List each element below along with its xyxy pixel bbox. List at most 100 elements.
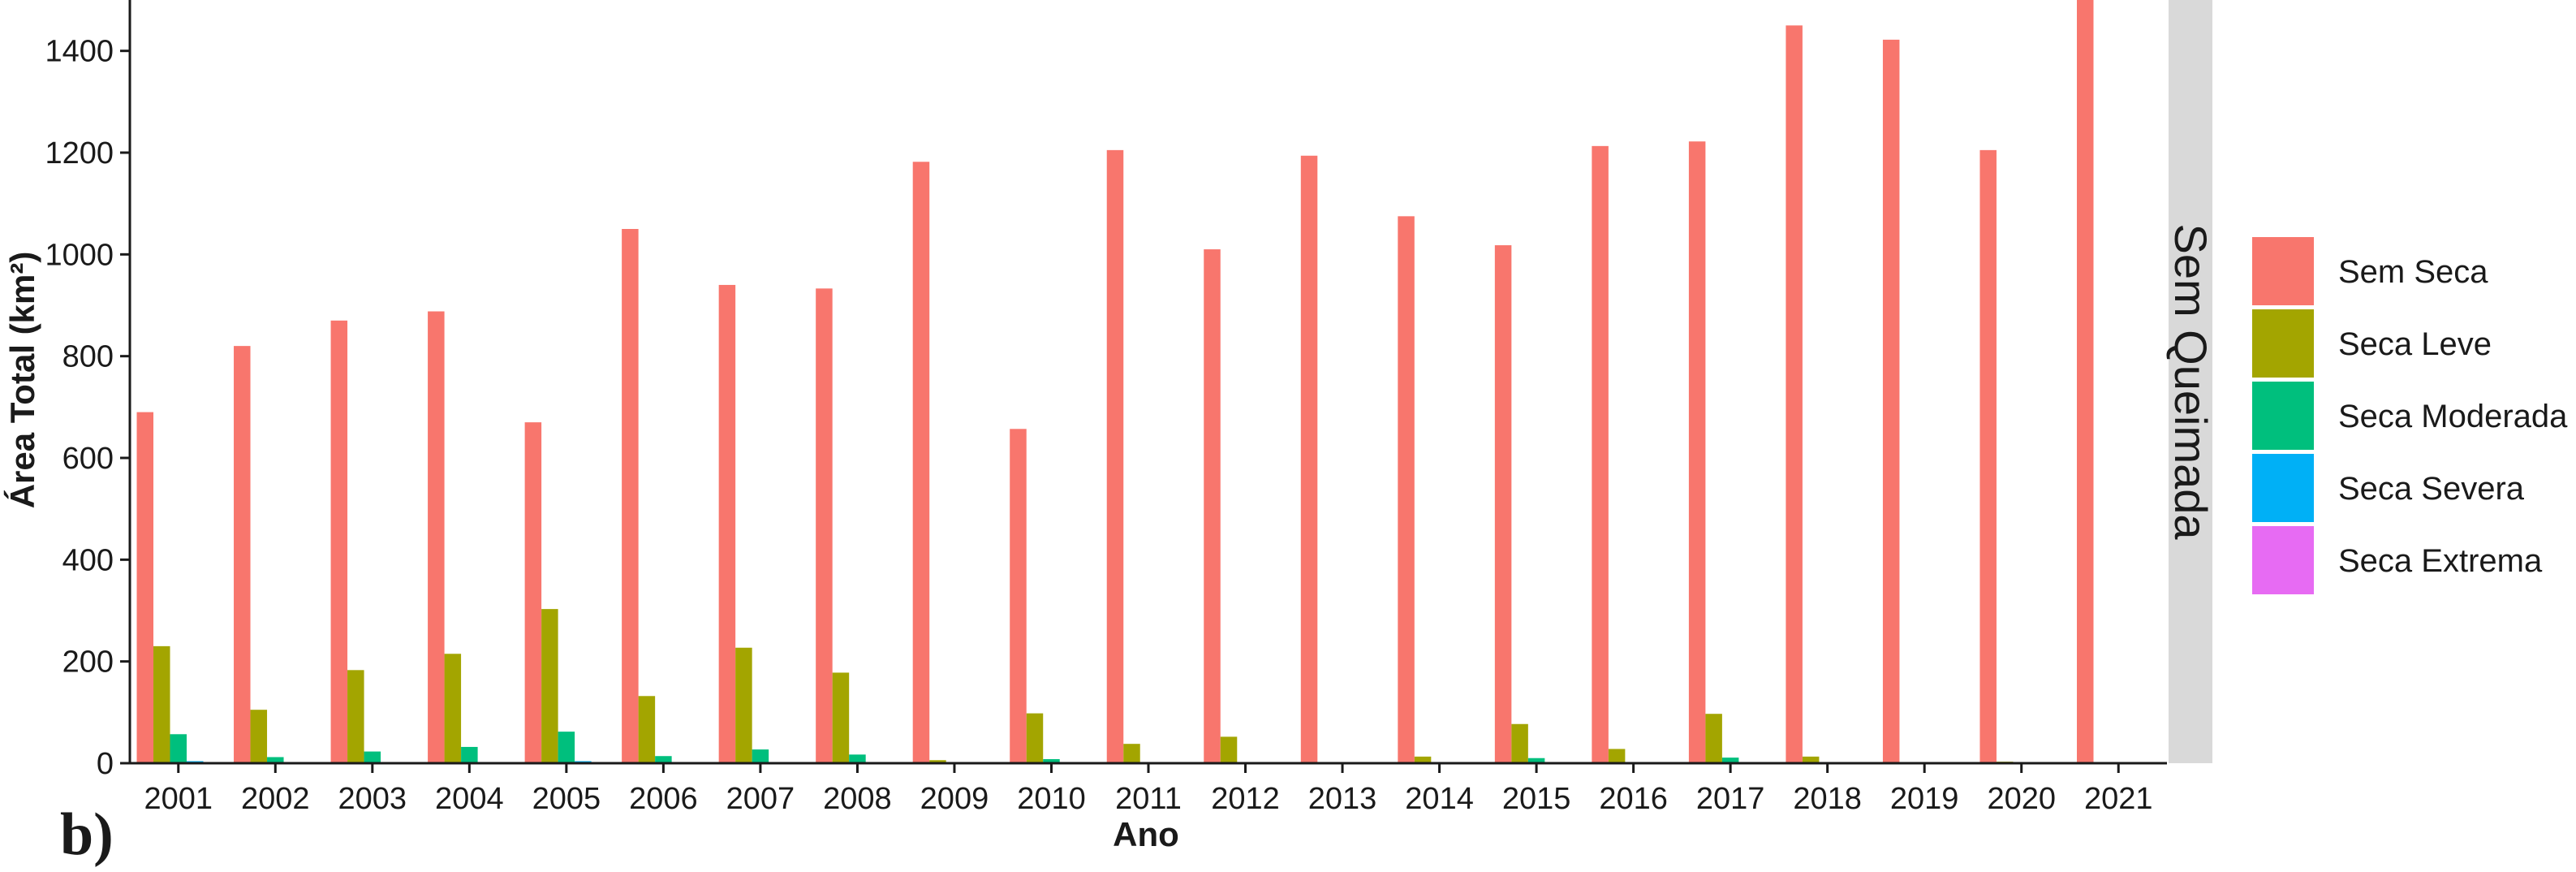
y-tick-label: 800 bbox=[62, 340, 114, 374]
x-tick-label: 2003 bbox=[338, 782, 407, 816]
x-tick-label: 2011 bbox=[1115, 782, 1182, 816]
bar-seca-leve-2003 bbox=[347, 670, 364, 763]
x-tick-label: 2012 bbox=[1211, 782, 1280, 816]
bar-sem-seca-2015 bbox=[1494, 245, 1512, 763]
bar-sem-seca-2012 bbox=[1204, 249, 1221, 764]
x-tick-label: 2015 bbox=[1502, 782, 1571, 816]
bar-seca-moderada-2015 bbox=[1527, 758, 1545, 763]
bar-sem-seca-2013 bbox=[1300, 155, 1318, 763]
x-tick-label: 2001 bbox=[144, 782, 213, 816]
bar-seca-moderada-2006 bbox=[655, 756, 672, 763]
bar-seca-moderada-2017 bbox=[1721, 758, 1739, 763]
bars-layer bbox=[136, 0, 2110, 764]
y-ticks: 0 200 400 600 800 1000 1200 1400 bbox=[45, 35, 130, 781]
x-tick-label: 2014 bbox=[1405, 782, 1474, 816]
y-tick-label: 600 bbox=[62, 442, 114, 476]
y-tick-label: 1400 bbox=[45, 35, 114, 69]
bar-seca-leve-2007 bbox=[735, 647, 752, 763]
legend-key-seca-extrema bbox=[2252, 526, 2314, 594]
bar-seca-leve-2015 bbox=[1511, 723, 1528, 763]
bar-seca-moderada-2005 bbox=[558, 732, 575, 763]
y-tick-label: 1200 bbox=[45, 136, 114, 171]
bar-sem-seca-2020 bbox=[1979, 149, 1997, 763]
bar-sem-seca-2005 bbox=[524, 422, 542, 763]
x-tick-label: 2010 bbox=[1017, 782, 1086, 816]
bar-seca-leve-2009 bbox=[929, 760, 946, 763]
legend: Sem Seca Seca Leve Seca Moderada Seca Sever… bbox=[2252, 237, 2568, 594]
bar-seca-leve-2018 bbox=[1802, 756, 1820, 763]
bar-sem-seca-2008 bbox=[816, 288, 833, 763]
bar-seca-moderada-2007 bbox=[752, 749, 769, 763]
legend-key-seca-severa bbox=[2252, 454, 2314, 522]
x-tick-label: 2005 bbox=[532, 782, 601, 816]
legend-label: Seca Leve bbox=[2338, 326, 2492, 362]
legend-key-sem-seca bbox=[2252, 237, 2314, 305]
bar-seca-moderada-2001 bbox=[170, 734, 187, 763]
bar-sem-seca-2010 bbox=[1010, 429, 1027, 763]
legend-label: Seca Extrema bbox=[2338, 543, 2543, 579]
panel-tag: b) bbox=[60, 801, 114, 868]
x-tick-label: 2006 bbox=[629, 782, 698, 816]
bar-sem-seca-2003 bbox=[330, 320, 348, 763]
bar-seca-moderada-2010 bbox=[1043, 758, 1060, 763]
facet-strip-label: Sem Queimada bbox=[2165, 223, 2216, 540]
x-tick-label: 2007 bbox=[726, 782, 795, 816]
y-tick-label: 200 bbox=[62, 645, 114, 680]
bar-seca-leve-2001 bbox=[153, 645, 170, 763]
legend-label: Seca Moderada bbox=[2338, 399, 2568, 434]
bar-seca-moderada-2003 bbox=[364, 751, 381, 763]
bar-sem-seca-2011 bbox=[1106, 149, 1124, 763]
bar-seca-leve-2010 bbox=[1026, 713, 1044, 763]
x-tick-label: 2020 bbox=[1987, 782, 2056, 816]
bar-sem-seca-2006 bbox=[622, 229, 639, 763]
x-tick-label: 2021 bbox=[2084, 782, 2153, 816]
facet-strip-background bbox=[2169, 0, 2212, 763]
bar-sem-seca-2019 bbox=[1882, 39, 1900, 763]
x-tick-label: 2016 bbox=[1599, 782, 1668, 816]
legend-key-seca-leve bbox=[2252, 309, 2314, 378]
bar-seca-moderada-2002 bbox=[267, 757, 284, 763]
bar-seca-leve-2006 bbox=[638, 696, 656, 763]
x-tick-label: 2017 bbox=[1696, 782, 1765, 816]
bar-seca-moderada-2008 bbox=[849, 754, 866, 763]
x-tick-label: 2019 bbox=[1890, 782, 1959, 816]
bar-seca-leve-2014 bbox=[1414, 756, 1432, 763]
y-tick-label: 1000 bbox=[45, 238, 114, 272]
x-tick-label: 2008 bbox=[823, 782, 892, 816]
bar-sem-seca-2009 bbox=[912, 162, 930, 763]
bar-sem-seca-2007 bbox=[718, 284, 736, 763]
bar-sem-seca-2017 bbox=[1688, 141, 1706, 764]
x-axis-title: Ano bbox=[1113, 815, 1179, 853]
x-tick-label: 2009 bbox=[920, 782, 989, 816]
legend-key-seca-moderada bbox=[2252, 382, 2314, 450]
bar-sem-seca-2016 bbox=[1592, 145, 1609, 763]
bar-sem-seca-2004 bbox=[428, 311, 445, 763]
bar-sem-seca-2018 bbox=[1786, 25, 1803, 764]
bar-seca-leve-2012 bbox=[1220, 736, 1238, 763]
bar-sem-seca-2001 bbox=[136, 412, 154, 763]
bar-sem-seca-2014 bbox=[1398, 216, 1415, 763]
facet-strip: Sem Queimada bbox=[2165, 0, 2216, 763]
bar-seca-leve-2002 bbox=[250, 710, 268, 763]
bar-seca-leve-2008 bbox=[832, 672, 850, 763]
legend-label: Seca Severa bbox=[2338, 471, 2525, 507]
x-tick-label: 2018 bbox=[1793, 782, 1862, 816]
bar-sem-seca-2002 bbox=[234, 346, 251, 764]
bar-seca-leve-2011 bbox=[1123, 744, 1140, 763]
y-axis-title: Área Total (km²) bbox=[3, 252, 41, 509]
x-tick-label: 2004 bbox=[435, 782, 504, 816]
x-ticks: 2001 2002 2003 2004 2005 2006 2007 2008 2009 2010… bbox=[144, 763, 2153, 816]
legend-label: Sem Seca bbox=[2338, 254, 2488, 290]
y-tick-label: 400 bbox=[62, 543, 114, 577]
bar-seca-leve-2005 bbox=[541, 609, 558, 763]
y-tick-label: 0 bbox=[97, 747, 114, 781]
bar-seca-leve-2004 bbox=[444, 654, 462, 763]
x-tick-label: 2013 bbox=[1308, 782, 1377, 816]
bar-seca-leve-2017 bbox=[1705, 714, 1722, 763]
bar-sem-seca-2021 bbox=[2076, 0, 2094, 763]
bar-seca-moderada-2004 bbox=[461, 746, 478, 763]
x-tick-label: 2002 bbox=[241, 782, 310, 816]
bar-seca-leve-2016 bbox=[1608, 749, 1626, 763]
